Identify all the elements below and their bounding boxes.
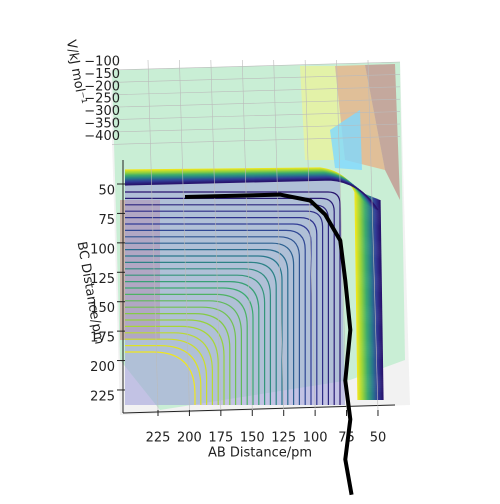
grid-line [179, 59, 190, 411]
x-tick-label: 100 [303, 431, 328, 446]
z-tick-label: −150 [84, 67, 120, 82]
contour [125, 345, 202, 405]
grid-line [241, 59, 253, 411]
contour [362, 193, 367, 401]
contour [125, 249, 289, 405]
y-tick-label: 50 [98, 184, 115, 199]
contour [125, 242, 295, 405]
contour [368, 195, 373, 401]
contour [358, 191, 363, 401]
x-axis-label: AB Distance/pm [208, 446, 312, 461]
contour [374, 197, 379, 401]
contour [367, 195, 372, 401]
contour [125, 261, 277, 405]
contour [125, 287, 254, 405]
grid-line [111, 86, 401, 96]
contour [125, 319, 225, 405]
grid-line [111, 98, 401, 108]
contour [125, 332, 213, 405]
contour [365, 194, 370, 401]
z-tick-label: −300 [84, 104, 120, 119]
contour [125, 351, 196, 405]
contour [366, 194, 371, 401]
y-tick-label: 150 [90, 301, 115, 316]
x-tick-label: 125 [271, 431, 296, 446]
y-tick-label: 175 [90, 331, 115, 346]
grid-line [336, 59, 347, 411]
z-tick-label: −100 [84, 55, 120, 70]
trajectory [184, 192, 354, 496]
contour [378, 199, 383, 401]
contour [125, 293, 248, 405]
z-tick-label: −200 [84, 79, 120, 94]
z-tick-label: −250 [84, 92, 120, 107]
surface-band [365, 64, 400, 200]
x-tick-label: 225 [146, 431, 171, 446]
contour [125, 268, 271, 405]
contour [125, 306, 237, 405]
y-tick-label: 200 [90, 360, 115, 375]
contour [359, 191, 364, 401]
contour [355, 190, 360, 401]
grid-line [111, 74, 401, 83]
contour [125, 255, 283, 405]
contour [371, 196, 376, 401]
contour [125, 210, 324, 405]
contour [363, 193, 368, 401]
grid-line [304, 59, 316, 411]
contour [364, 193, 369, 401]
grid-line [111, 111, 401, 120]
contour [377, 199, 382, 401]
contour [125, 223, 312, 405]
x-tick-label: 175 [208, 431, 233, 446]
grid-line [367, 59, 379, 411]
contour [370, 196, 375, 401]
z-tick-label: −400 [84, 129, 120, 144]
grid-line [111, 123, 401, 133]
contour [125, 281, 260, 405]
contour [354, 189, 359, 401]
contour [125, 274, 266, 405]
y-tick-label: 125 [90, 272, 115, 287]
contour [125, 229, 306, 405]
x-tick-label: 150 [240, 431, 265, 446]
x-tick-label: 50 [370, 431, 387, 446]
contour [125, 300, 242, 405]
contour [369, 195, 374, 401]
grid-line [210, 59, 222, 411]
contour [125, 217, 318, 405]
y-tick-label: 225 [90, 389, 115, 404]
contour [360, 192, 365, 401]
grid-line [111, 61, 401, 71]
contour [124, 179, 379, 211]
grid-line [273, 59, 284, 411]
y-tick-label: 75 [98, 213, 115, 228]
contour [125, 313, 231, 405]
contour [375, 198, 380, 401]
grid-line [111, 136, 401, 145]
contour [376, 198, 381, 401]
y-tick-label: 100 [90, 242, 115, 257]
x-tick-label: 200 [177, 431, 202, 446]
z-tick-label: −350 [84, 117, 120, 132]
contour [356, 190, 361, 401]
contour [125, 197, 335, 405]
contour [379, 199, 384, 401]
contour [357, 191, 362, 401]
contour [125, 338, 208, 405]
contour [361, 192, 366, 401]
contour [125, 191, 341, 405]
contour [125, 325, 219, 405]
